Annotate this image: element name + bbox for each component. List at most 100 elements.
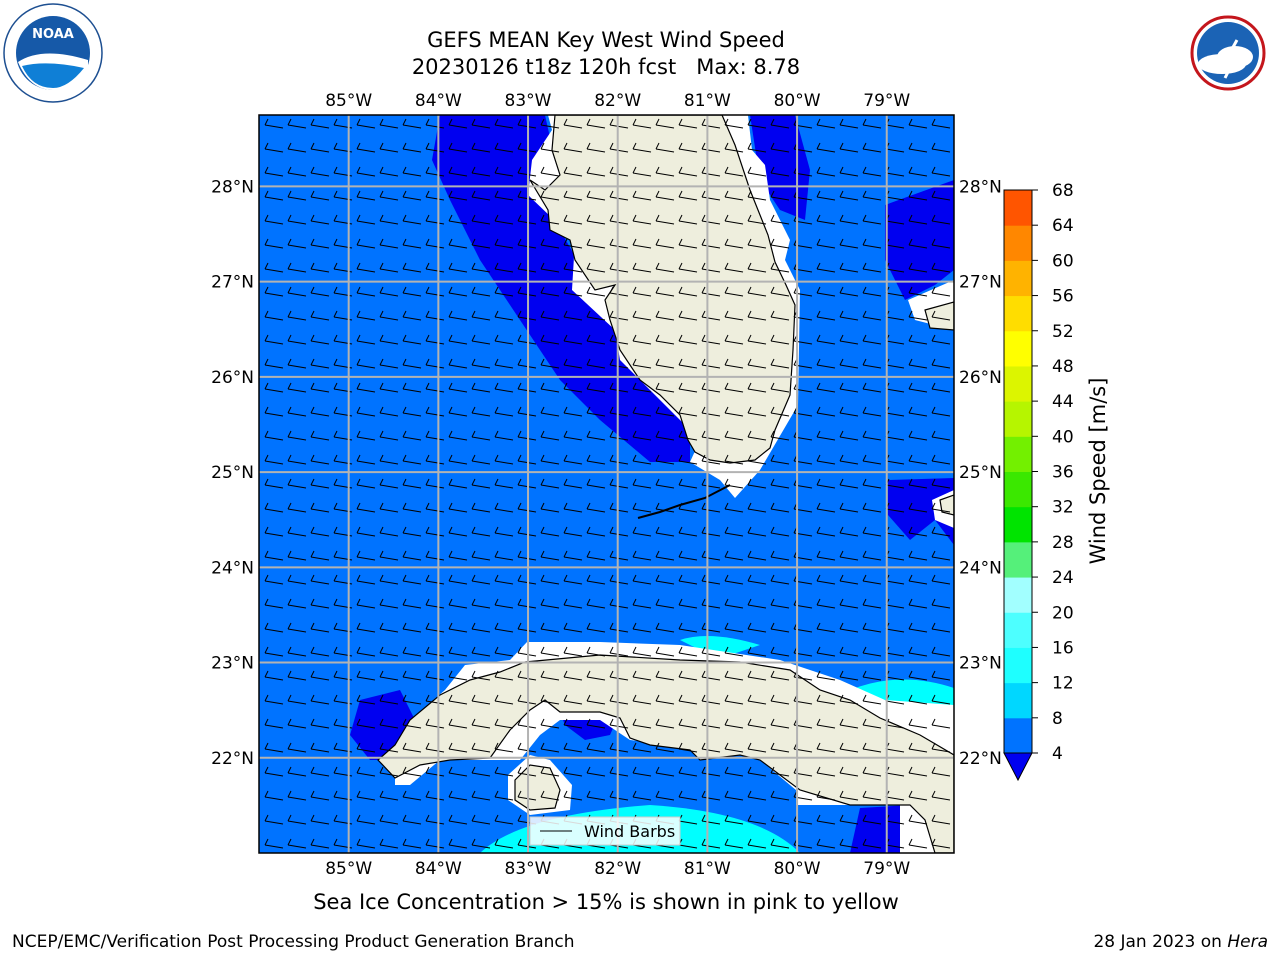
wind-barb xyxy=(908,454,928,465)
wind-barb xyxy=(563,406,583,417)
wind-barb xyxy=(655,478,675,489)
wind-barb xyxy=(379,622,399,633)
lat-tick-label-right: 28°N xyxy=(959,177,1002,197)
wind-barb xyxy=(655,742,675,753)
wind-barb xyxy=(816,334,836,345)
wind-barb xyxy=(931,286,951,297)
wind-barb xyxy=(517,142,537,153)
wind-barb xyxy=(632,262,652,273)
wind-barb xyxy=(471,502,491,513)
wind-barb xyxy=(563,286,583,297)
wind-barb xyxy=(517,526,537,537)
wind-barb xyxy=(770,286,790,297)
wind-barb xyxy=(356,382,376,393)
wind-barb xyxy=(264,790,284,801)
wind-barb xyxy=(678,238,698,249)
wind-barb xyxy=(586,526,606,537)
wind-barb xyxy=(310,406,330,417)
wind-barb xyxy=(770,790,790,801)
wind-barb xyxy=(770,142,790,153)
wind-barb xyxy=(724,142,744,153)
wind-barb xyxy=(586,286,606,297)
wind-barb xyxy=(678,334,698,345)
wind-barb xyxy=(701,646,721,657)
wind-barb xyxy=(356,142,376,153)
wind-barb xyxy=(310,382,330,393)
wind-barb xyxy=(264,622,284,633)
wind-barb xyxy=(586,214,606,225)
wind-barb xyxy=(425,238,445,249)
wind-barb xyxy=(264,694,284,705)
map-frame xyxy=(258,114,955,854)
wind-barb xyxy=(632,454,652,465)
wind-barb xyxy=(609,526,629,537)
wind-barb xyxy=(908,286,928,297)
wind-barb xyxy=(701,190,721,201)
wind-barb xyxy=(655,262,675,273)
wind-barb xyxy=(540,694,560,705)
wind-barb xyxy=(287,166,307,177)
wind-barb xyxy=(747,502,767,513)
wind-barb xyxy=(402,478,422,489)
wind-barb xyxy=(448,214,468,225)
wind-barb xyxy=(356,838,376,849)
wind-barb xyxy=(701,214,721,225)
florida-keys xyxy=(637,484,731,519)
wind-barb xyxy=(931,598,951,609)
wind-barb xyxy=(609,574,629,585)
wind-barb xyxy=(839,238,859,249)
wind-barb xyxy=(701,478,721,489)
wind-barb xyxy=(770,310,790,321)
wind-barb xyxy=(816,526,836,537)
colorbar-segment xyxy=(1004,225,1032,261)
wind-barb xyxy=(724,286,744,297)
wind-barb xyxy=(448,742,468,753)
bahamas-land xyxy=(924,301,954,331)
wind-barb xyxy=(816,430,836,441)
wind-barb xyxy=(540,742,560,753)
wind-barb xyxy=(264,118,284,129)
wind-barb xyxy=(310,358,330,369)
lon-tick-label-top: 81°W xyxy=(684,91,731,111)
wind-barb xyxy=(816,598,836,609)
wind-barb xyxy=(609,550,629,561)
wind-barb xyxy=(310,454,330,465)
wind-barb xyxy=(908,814,928,825)
wind-barb xyxy=(839,310,859,321)
wind-barb xyxy=(517,454,537,465)
lat-tick-label-left: 26°N xyxy=(211,368,254,388)
colorbar-tick-label: 40 xyxy=(1052,427,1074,447)
wind-barb xyxy=(540,574,560,585)
wind-barb xyxy=(586,238,606,249)
wind-barb xyxy=(540,478,560,489)
wind-barb xyxy=(724,838,744,849)
wind-barb xyxy=(701,694,721,705)
wind-barb xyxy=(356,454,376,465)
wind-barb xyxy=(563,790,583,801)
wind-barb xyxy=(402,166,422,177)
wind-barb xyxy=(609,742,629,753)
wind-barb xyxy=(563,430,583,441)
wind-barb xyxy=(310,550,330,561)
wind-barb xyxy=(862,694,882,705)
wind-barb xyxy=(448,406,468,417)
wind-barb xyxy=(862,166,882,177)
wind-barb xyxy=(425,574,445,585)
sea-ice-caption: Sea Ice Concentration > 15% is shown in … xyxy=(313,890,899,914)
wind-barb xyxy=(425,142,445,153)
wind-barb xyxy=(448,454,468,465)
wind-barb xyxy=(563,598,583,609)
wind-barb xyxy=(448,646,468,657)
colorbar-tick-label: 20 xyxy=(1052,603,1074,623)
wind-barb xyxy=(356,166,376,177)
wind-barb xyxy=(287,598,307,609)
wind-barb xyxy=(310,814,330,825)
wind-barb xyxy=(471,166,491,177)
wind-barb xyxy=(310,310,330,321)
wind-barb xyxy=(724,214,744,225)
wind-barb xyxy=(471,838,491,849)
lat-tick-label-left: 24°N xyxy=(211,558,254,578)
wind-barb xyxy=(931,118,951,129)
wind-barb xyxy=(816,478,836,489)
wind-barb xyxy=(632,526,652,537)
